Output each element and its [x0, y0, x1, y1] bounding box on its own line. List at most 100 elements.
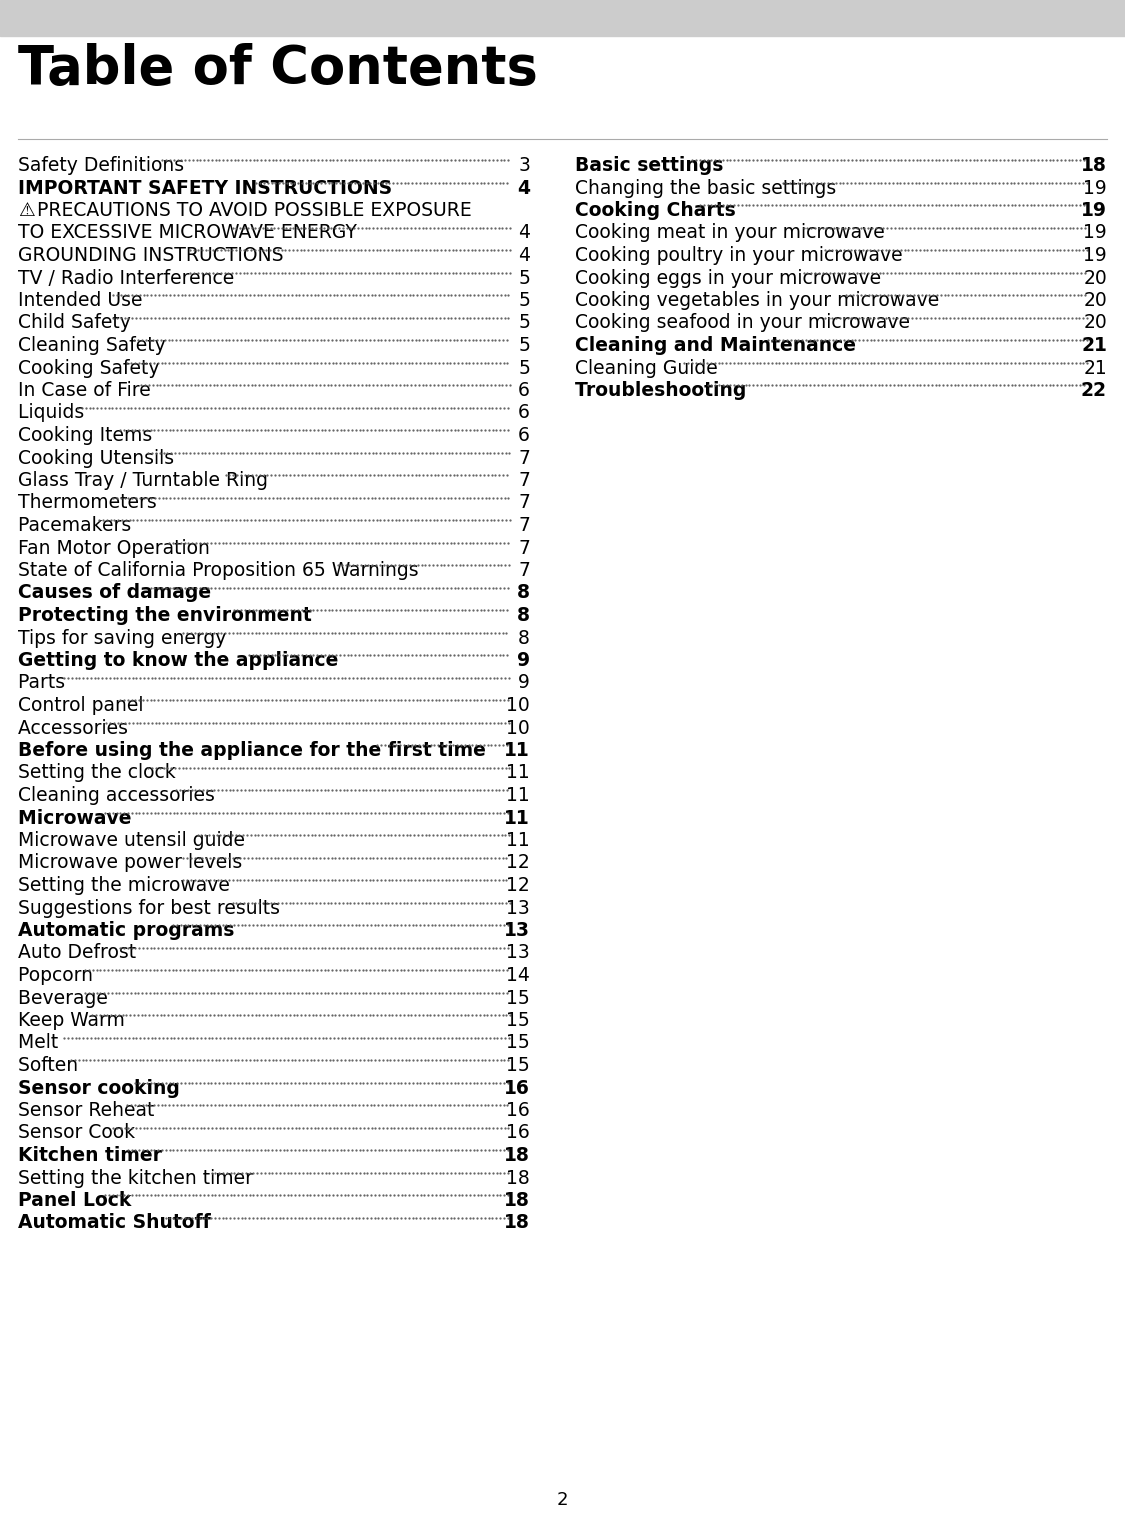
- Text: 19: 19: [1083, 224, 1107, 242]
- Text: Microwave: Microwave: [18, 808, 144, 827]
- Text: 13: 13: [506, 943, 530, 963]
- Text: Liquids: Liquids: [18, 404, 90, 423]
- Text: Automatic programs: Automatic programs: [18, 922, 248, 940]
- Text: Cooking vegetables in your microwave: Cooking vegetables in your microwave: [575, 291, 952, 309]
- Text: Cooking Utensils: Cooking Utensils: [18, 449, 186, 467]
- Text: Sensor cooking: Sensor cooking: [18, 1078, 187, 1098]
- Text: 11: 11: [504, 741, 530, 759]
- Text: Parts: Parts: [18, 674, 71, 692]
- Text: Changing the basic settings: Changing the basic settings: [575, 179, 848, 197]
- Text: 18: 18: [1081, 156, 1107, 175]
- Text: 6: 6: [519, 404, 530, 423]
- Text: TO EXCESSIVE MICROWAVE ENERGY: TO EXCESSIVE MICROWAVE ENERGY: [18, 224, 363, 242]
- Text: 18: 18: [506, 1168, 530, 1188]
- Text: 20: 20: [1083, 314, 1107, 332]
- Text: Table of Contents: Table of Contents: [18, 43, 538, 95]
- Text: 11: 11: [504, 808, 530, 827]
- Text: 8: 8: [519, 629, 530, 648]
- Text: 16: 16: [506, 1101, 530, 1121]
- Text: 5: 5: [519, 291, 530, 309]
- Text: Microwave power levels: Microwave power levels: [18, 853, 249, 873]
- Text: Cooking poultry in your microwave: Cooking poultry in your microwave: [575, 246, 915, 265]
- Text: 13: 13: [504, 922, 530, 940]
- Text: 12: 12: [506, 876, 530, 896]
- Text: Basic settings: Basic settings: [575, 156, 730, 175]
- Text: Cleaning Safety: Cleaning Safety: [18, 335, 172, 355]
- Text: 7: 7: [519, 539, 530, 557]
- Text: 18: 18: [504, 1147, 530, 1165]
- Text: Beverage: Beverage: [18, 989, 114, 1007]
- Text: Troubleshooting: Troubleshooting: [575, 381, 759, 400]
- Text: 7: 7: [519, 472, 530, 490]
- Text: Fan Motor Operation: Fan Motor Operation: [18, 539, 222, 557]
- Text: 2: 2: [556, 1491, 568, 1510]
- Text: 14: 14: [506, 966, 530, 984]
- Text: 8: 8: [518, 583, 530, 603]
- Text: Sensor Reheat: Sensor Reheat: [18, 1101, 166, 1121]
- Text: Pacemakers: Pacemakers: [18, 516, 137, 534]
- Text: 15: 15: [506, 1056, 530, 1075]
- Text: 22: 22: [1081, 381, 1107, 400]
- Text: 15: 15: [506, 989, 530, 1007]
- Text: Popcorn: Popcorn: [18, 966, 105, 984]
- Text: 15: 15: [506, 1010, 530, 1030]
- Text: 5: 5: [519, 268, 530, 288]
- Text: 7: 7: [519, 560, 530, 580]
- Text: 6: 6: [519, 381, 530, 400]
- Text: 3: 3: [519, 156, 530, 175]
- Text: 19: 19: [1083, 179, 1107, 197]
- Text: Cooking Charts: Cooking Charts: [575, 201, 749, 220]
- Text: Getting to know the appliance: Getting to know the appliance: [18, 651, 345, 671]
- Text: Cleaning accessories: Cleaning accessories: [18, 785, 227, 805]
- Text: Kitchen timer: Kitchen timer: [18, 1147, 169, 1165]
- Text: 9: 9: [516, 651, 530, 671]
- Text: Automatic Shutoff: Automatic Shutoff: [18, 1214, 224, 1232]
- Text: 5: 5: [519, 358, 530, 378]
- Text: 18: 18: [504, 1214, 530, 1232]
- Text: 7: 7: [519, 449, 530, 467]
- Text: 18: 18: [504, 1191, 530, 1209]
- Text: 15: 15: [506, 1033, 530, 1052]
- Text: Sensor Cook: Sensor Cook: [18, 1124, 147, 1142]
- Text: ⚠: ⚠: [18, 201, 35, 220]
- Text: Protecting the environment: Protecting the environment: [18, 606, 325, 625]
- Text: Causes of damage: Causes of damage: [18, 583, 217, 603]
- Text: 19: 19: [1081, 201, 1107, 220]
- Text: 7: 7: [519, 516, 530, 534]
- Text: Glass Tray / Turntable Ring: Glass Tray / Turntable Ring: [18, 472, 280, 490]
- Text: 4: 4: [518, 179, 530, 197]
- Text: Melt: Melt: [18, 1033, 70, 1052]
- Text: State of California Proposition 65 Warnings: State of California Proposition 65 Warni…: [18, 560, 431, 580]
- Text: 10: 10: [506, 697, 530, 715]
- Text: Setting the microwave: Setting the microwave: [18, 876, 242, 896]
- Text: 21: 21: [1083, 358, 1107, 378]
- Text: GROUNDING INSTRUCTIONS: GROUNDING INSTRUCTIONS: [18, 246, 296, 265]
- Text: 13: 13: [506, 899, 530, 917]
- Text: Cooking meat in your microwave: Cooking meat in your microwave: [575, 224, 897, 242]
- Text: Tips for saving energy: Tips for saving energy: [18, 629, 233, 648]
- Text: Thermometers: Thermometers: [18, 493, 163, 513]
- Text: IMPORTANT SAFETY INSTRUCTIONS: IMPORTANT SAFETY INSTRUCTIONS: [18, 179, 405, 197]
- Text: 5: 5: [519, 335, 530, 355]
- Text: Cooking Safety: Cooking Safety: [18, 358, 165, 378]
- Text: 8: 8: [518, 606, 530, 625]
- Text: In Case of Fire: In Case of Fire: [18, 381, 163, 400]
- Text: 4: 4: [518, 224, 530, 242]
- Text: 16: 16: [504, 1078, 530, 1098]
- Text: Keep Warm: Keep Warm: [18, 1010, 130, 1030]
- Text: 16: 16: [506, 1124, 530, 1142]
- Text: Cleaning Guide: Cleaning Guide: [575, 358, 723, 378]
- Text: 20: 20: [1083, 268, 1107, 288]
- Text: 5: 5: [519, 314, 530, 332]
- Text: Cleaning and Maintenance: Cleaning and Maintenance: [575, 335, 863, 355]
- Text: 11: 11: [506, 831, 530, 850]
- Text: 21: 21: [1081, 335, 1107, 355]
- Text: 12: 12: [506, 853, 530, 873]
- Text: Before using the appliance for the first time: Before using the appliance for the first…: [18, 741, 498, 759]
- Text: 6: 6: [519, 426, 530, 446]
- Text: Child Safety: Child Safety: [18, 314, 137, 332]
- Bar: [0, 0, 1125, 37]
- Text: 19: 19: [1083, 246, 1107, 265]
- Text: TV / Radio Interference: TV / Radio Interference: [18, 268, 241, 288]
- Text: 11: 11: [506, 785, 530, 805]
